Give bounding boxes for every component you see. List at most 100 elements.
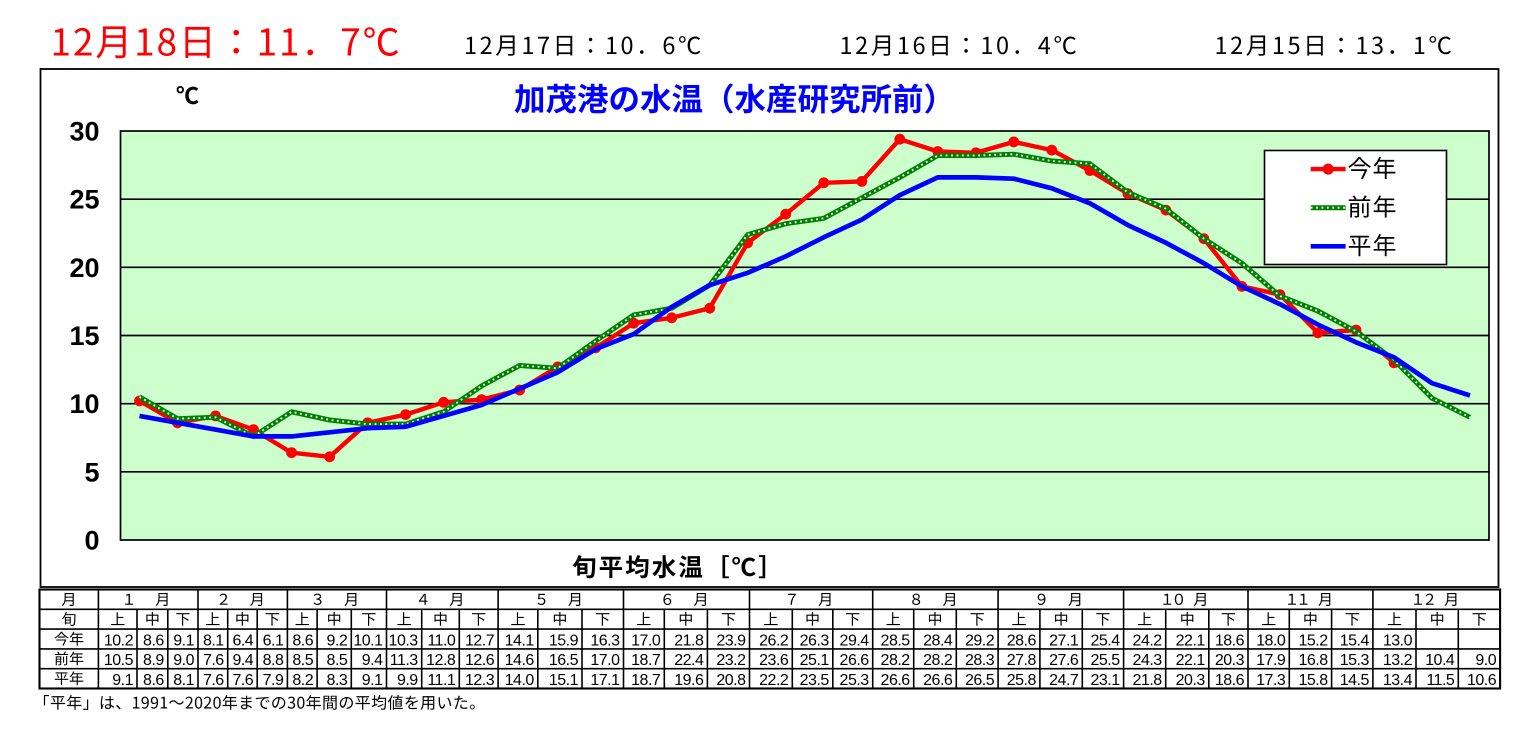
svg-text:28.4: 28.4 [923, 632, 953, 649]
svg-text:16.3: 16.3 [590, 632, 620, 649]
svg-text:26.3: 26.3 [800, 632, 830, 649]
svg-text:13.2: 13.2 [1383, 652, 1413, 669]
svg-text:27.1: 27.1 [1049, 632, 1079, 649]
svg-text:27.6: 27.6 [1049, 652, 1079, 669]
svg-text:17.0: 17.0 [631, 632, 661, 649]
svg-text:10.3: 10.3 [389, 632, 419, 649]
svg-text:28.6: 28.6 [1007, 632, 1037, 649]
svg-text:9.9: 9.9 [397, 672, 418, 689]
svg-text:8.6: 8.6 [143, 672, 164, 689]
svg-text:6.1: 6.1 [263, 632, 284, 649]
svg-text:8.5: 8.5 [292, 652, 313, 669]
svg-text:18.0: 18.0 [1256, 632, 1286, 649]
svg-text:14.0: 14.0 [505, 672, 535, 689]
svg-text:23.9: 23.9 [716, 632, 746, 649]
svg-text:15.2: 15.2 [1298, 632, 1328, 649]
svg-text:17.3: 17.3 [1256, 672, 1286, 689]
svg-text:18.7: 18.7 [631, 652, 661, 669]
svg-text:11.3: 11.3 [390, 652, 419, 669]
svg-text:12.8: 12.8 [426, 652, 456, 669]
svg-text:23.1: 23.1 [1090, 672, 1120, 689]
svg-text:25.3: 25.3 [840, 672, 870, 689]
svg-text:26.6: 26.6 [923, 672, 953, 689]
svg-text:11.0: 11.0 [427, 632, 456, 649]
svg-text:22.1: 22.1 [1176, 652, 1206, 669]
svg-text:7.6: 7.6 [203, 652, 224, 669]
svg-text:12.6: 12.6 [465, 652, 495, 669]
svg-text:15.9: 15.9 [549, 632, 579, 649]
svg-text:15.4: 15.4 [1340, 632, 1370, 649]
svg-text:15: 15 [69, 321, 99, 351]
svg-text:6.4: 6.4 [232, 632, 253, 649]
svg-text:19.6: 19.6 [674, 672, 704, 689]
svg-text:11.5: 11.5 [1426, 672, 1455, 689]
svg-text:9.1: 9.1 [173, 632, 194, 649]
svg-text:14.5: 14.5 [1340, 672, 1370, 689]
svg-text:21.8: 21.8 [674, 632, 704, 649]
svg-text:5: 5 [84, 457, 99, 487]
svg-text:10.2: 10.2 [104, 632, 134, 649]
svg-text:26.5: 26.5 [965, 672, 995, 689]
svg-text:20.3: 20.3 [1215, 652, 1245, 669]
svg-text:24.2: 24.2 [1133, 632, 1163, 649]
svg-text:8.9: 8.9 [143, 652, 164, 669]
svg-text:10: 10 [69, 389, 99, 419]
svg-text:9.1: 9.1 [362, 672, 383, 689]
svg-text:9.4: 9.4 [362, 652, 383, 669]
svg-text:29.2: 29.2 [965, 632, 995, 649]
svg-text:21.8: 21.8 [1133, 672, 1163, 689]
svg-text:23.6: 23.6 [759, 652, 789, 669]
svg-text:8.5: 8.5 [327, 652, 348, 669]
svg-text:16.8: 16.8 [1298, 652, 1328, 669]
svg-text:28.5: 28.5 [881, 632, 911, 649]
svg-text:8.1: 8.1 [173, 672, 194, 689]
svg-text:10.5: 10.5 [104, 652, 134, 669]
svg-text:18.6: 18.6 [1215, 672, 1245, 689]
svg-text:14.1: 14.1 [505, 632, 535, 649]
svg-text:9.2: 9.2 [327, 632, 348, 649]
svg-text:24.3: 24.3 [1133, 652, 1163, 669]
svg-text:14.6: 14.6 [505, 652, 535, 669]
svg-text:7.6: 7.6 [232, 672, 253, 689]
svg-text:18.7: 18.7 [631, 672, 661, 689]
svg-text:8.2: 8.2 [292, 672, 313, 689]
svg-text:26.6: 26.6 [840, 652, 870, 669]
svg-text:9.1: 9.1 [112, 672, 133, 689]
svg-text:10.6: 10.6 [1467, 672, 1497, 689]
svg-text:24.7: 24.7 [1049, 672, 1079, 689]
svg-text:25.8: 25.8 [1007, 672, 1037, 689]
svg-text:28.2: 28.2 [881, 652, 911, 669]
svg-text:10.4: 10.4 [1425, 652, 1455, 669]
svg-text:0: 0 [84, 526, 99, 556]
svg-text:28.2: 28.2 [923, 652, 953, 669]
svg-text:26.2: 26.2 [759, 632, 789, 649]
svg-text:11.1: 11.1 [427, 672, 456, 689]
svg-text:12.3: 12.3 [465, 672, 495, 689]
svg-text:27.8: 27.8 [1007, 652, 1037, 669]
svg-text:23.2: 23.2 [716, 652, 746, 669]
svg-text:20.3: 20.3 [1176, 672, 1206, 689]
svg-text:9.0: 9.0 [1475, 652, 1496, 669]
svg-text:22.1: 22.1 [1176, 632, 1206, 649]
svg-text:8.1: 8.1 [203, 632, 224, 649]
svg-text:17.1: 17.1 [590, 672, 620, 689]
svg-text:18.6: 18.6 [1215, 632, 1245, 649]
svg-text:7.6: 7.6 [203, 672, 224, 689]
svg-text:8.6: 8.6 [292, 632, 313, 649]
svg-text:26.6: 26.6 [881, 672, 911, 689]
svg-text:9.0: 9.0 [173, 652, 194, 669]
svg-text:15.8: 15.8 [1298, 672, 1328, 689]
svg-text:22.4: 22.4 [674, 652, 704, 669]
svg-text:15.1: 15.1 [549, 672, 579, 689]
svg-text:13.4: 13.4 [1383, 672, 1413, 689]
svg-text:17.9: 17.9 [1256, 652, 1286, 669]
svg-text:29.4: 29.4 [840, 632, 870, 649]
svg-text:25.1: 25.1 [800, 652, 830, 669]
svg-text:13.0: 13.0 [1383, 632, 1413, 649]
svg-text:9.4: 9.4 [232, 652, 253, 669]
svg-text:8.8: 8.8 [263, 652, 284, 669]
svg-text:10.1: 10.1 [353, 632, 383, 649]
svg-text:8.6: 8.6 [143, 632, 164, 649]
svg-text:23.5: 23.5 [800, 672, 830, 689]
svg-text:15.3: 15.3 [1340, 652, 1370, 669]
